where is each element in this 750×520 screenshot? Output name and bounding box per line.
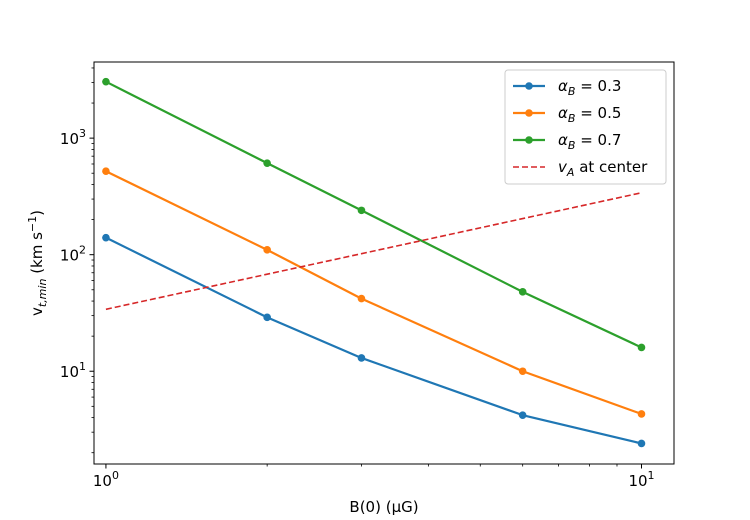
legend: αB = 0.3αB = 0.5αB = 0.7vA at center	[504, 69, 667, 185]
series-layer	[102, 77, 646, 448]
legend-label-symbol: v	[558, 158, 568, 176]
y-tick-label-exponent: 3	[79, 127, 86, 140]
legend-label-rest: = 0.3	[575, 77, 621, 95]
y-axis-label: vt,min (km s−1)	[26, 210, 49, 316]
x-tick-label-base: 10	[93, 472, 112, 490]
plot-area	[93, 61, 675, 465]
y-tick-label-base: 10	[60, 247, 79, 265]
data-point	[637, 343, 646, 352]
y-tick-label-exponent: 2	[79, 244, 86, 257]
legend-label: vA at center	[558, 158, 648, 179]
series-3	[102, 77, 646, 352]
x-axis-label-text: B(0) (μG)	[349, 498, 418, 516]
x-tick-label: 100	[93, 469, 119, 490]
y-axis-label-unit-close: )	[28, 210, 46, 216]
y-axis-label-subscript: t,min	[36, 279, 49, 308]
legend-label-rest: = 0.7	[575, 131, 621, 149]
data-point	[357, 206, 366, 215]
legend-label: αB = 0.3	[558, 77, 621, 98]
legend-marker	[525, 109, 533, 117]
data-point	[518, 411, 527, 419]
y-tick-label: 102	[60, 244, 86, 265]
data-point	[263, 313, 271, 322]
data-point	[102, 233, 110, 242]
legend-label-subscript: B	[568, 85, 576, 98]
legend-label: αB = 0.7	[558, 131, 621, 152]
legend-label-subscript: B	[568, 139, 576, 152]
legend-label-subscript: B	[568, 112, 576, 125]
x-tick-label-exponent: 0	[112, 469, 119, 482]
legend-label-symbol: α	[558, 131, 568, 149]
series-2	[102, 167, 646, 418]
legend-label-symbol: α	[558, 77, 568, 95]
legend-entry: vA at center	[513, 158, 648, 179]
legend-entry: αB = 0.7	[513, 131, 621, 152]
minor-ticks	[91, 67, 618, 467]
legend-marker	[525, 82, 533, 90]
plot-frame	[93, 61, 675, 465]
series-4	[105, 191, 642, 311]
data-point	[518, 288, 527, 296]
y-axis-label-unit-exponent: −1	[26, 216, 39, 232]
legend-entry: αB = 0.3	[513, 77, 621, 98]
data-point	[102, 167, 110, 176]
y-axis-label-unit: (km s	[28, 232, 46, 279]
series-1	[102, 233, 646, 448]
legend-label-rest: = 0.5	[575, 104, 621, 122]
data-point	[637, 410, 646, 418]
y-tick-label-base: 10	[60, 363, 79, 381]
series-line	[105, 191, 642, 311]
legend-label-symbol: α	[558, 104, 568, 122]
legend-entry: αB = 0.5	[513, 104, 621, 125]
y-tick-label: 101	[60, 360, 86, 381]
x-axis-label: B(0) (μG)	[349, 498, 418, 516]
y-tick-label-exponent: 1	[79, 360, 86, 373]
series-line	[105, 236, 642, 445]
data-point	[357, 294, 366, 303]
y-axis-label-symbol: v	[28, 307, 46, 316]
legend-frame	[504, 69, 667, 185]
y-tick-label-base: 10	[60, 130, 79, 148]
data-point	[263, 246, 271, 254]
x-tick-label-base: 10	[628, 472, 647, 490]
x-tick-label: 101	[628, 469, 654, 490]
legend-label-rest: at center	[574, 158, 648, 176]
data-point	[357, 354, 366, 362]
legend-label-subscript: A	[566, 166, 575, 179]
data-point	[263, 159, 271, 167]
legend-marker	[525, 136, 533, 144]
legend-label: αB = 0.5	[558, 104, 621, 125]
y-tick-label: 103	[60, 127, 86, 148]
data-point	[518, 367, 527, 376]
x-tick-label-exponent: 1	[648, 469, 655, 482]
data-point	[637, 439, 646, 448]
data-point	[102, 77, 110, 86]
